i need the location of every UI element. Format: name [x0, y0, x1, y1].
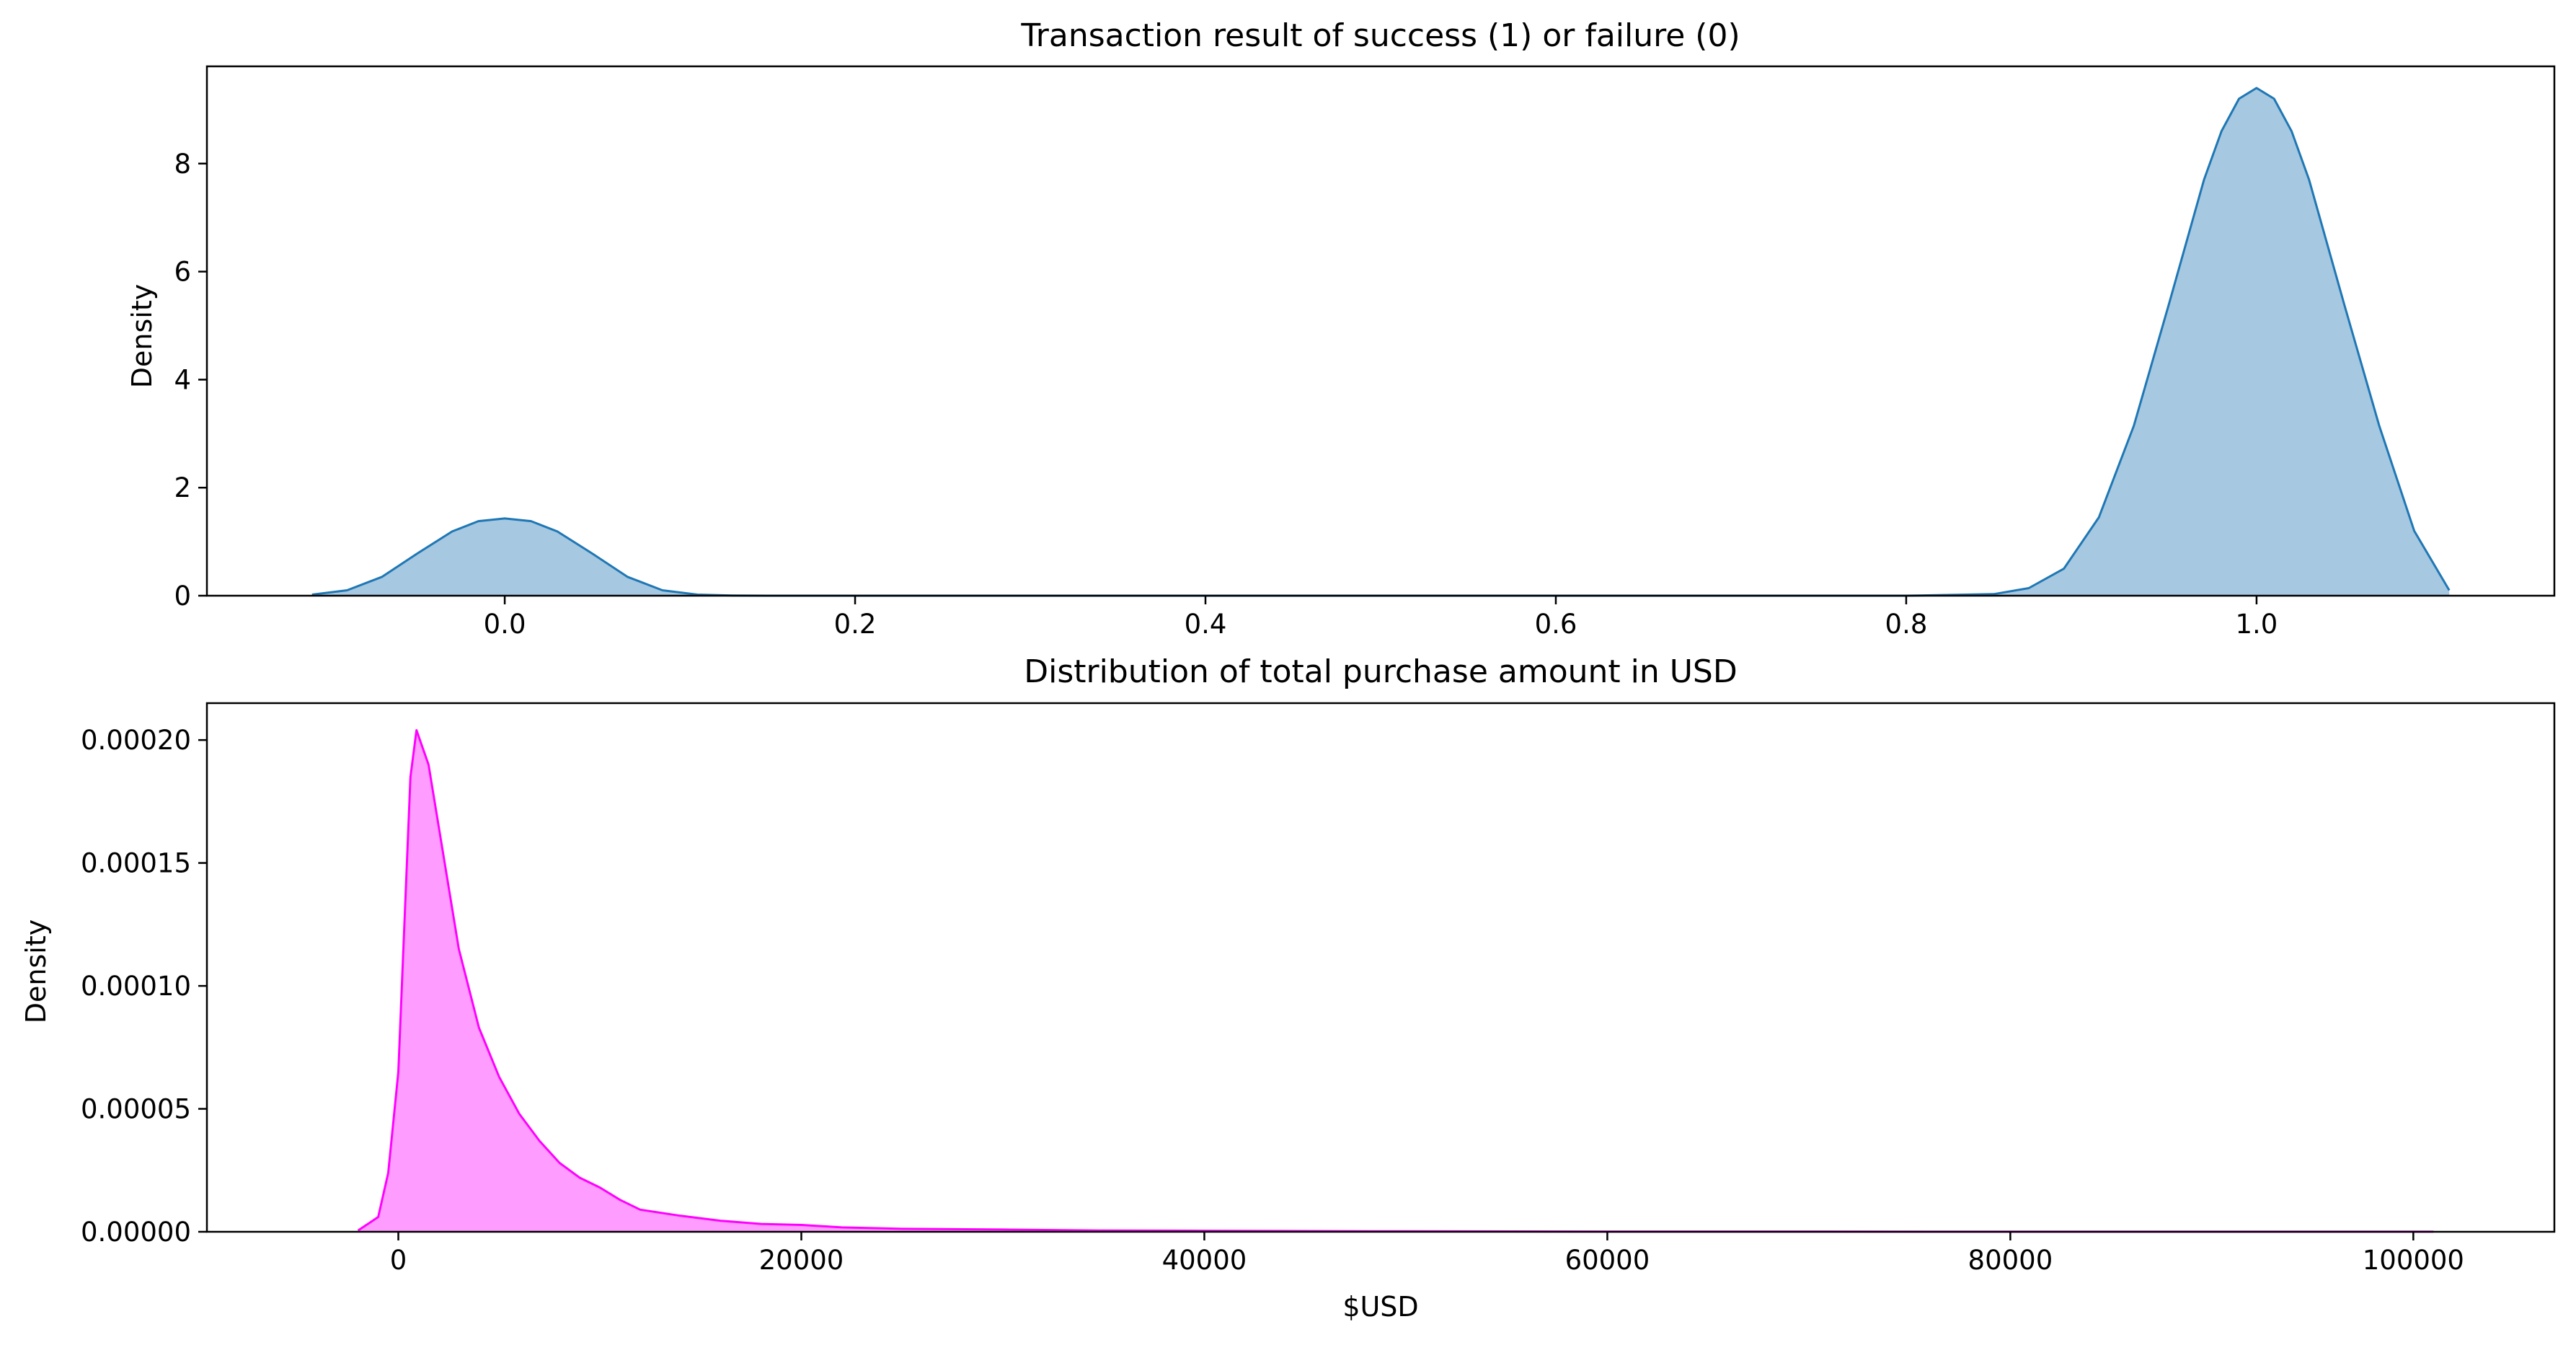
bottom-density-marks: [357, 729, 2434, 1233]
bottom-x-tick-label: 80000: [1968, 1245, 2053, 1276]
top-plot-frame: [205, 65, 2556, 597]
bottom-y-tick-label: 0.00015: [81, 848, 191, 879]
bottom-y-tick-label: 0.00020: [81, 725, 191, 756]
top-y-tick-label: 2: [174, 472, 191, 503]
top-density-marks: [311, 87, 2451, 597]
bottom-chart-title: Distribution of total purchase amount in…: [1024, 653, 1738, 690]
top-x-ticks: 0.0 0.2 0.4 0.6 0.8 1.0: [484, 596, 2278, 640]
bottom-y-tick-label: 0.00005: [81, 1094, 191, 1125]
bottom-x-axis-label: $USD: [1342, 1291, 1418, 1323]
top-x-tick-label: 0.8: [1885, 609, 1928, 640]
top-x-tick-label: 0.6: [1535, 609, 1577, 640]
top-y-tick-label: 8: [174, 149, 191, 180]
bottom-x-tick-label: 100000: [2363, 1245, 2464, 1276]
bottom-density-line-0: [357, 729, 2434, 1233]
bottom-x-tick-label: 20000: [759, 1245, 844, 1276]
top-y-tick-label: 0: [174, 581, 191, 612]
bottom-y-ticks: 0.00000 0.00005 0.00010 0.00015 0.00020: [81, 725, 207, 1248]
top-y-tick-label: 6: [174, 257, 191, 288]
top-x-tick-label: 0.4: [1185, 609, 1227, 640]
top-x-tick-label: 0.0: [484, 609, 526, 640]
bottom-y-axis-label: Density: [20, 920, 52, 1023]
bottom-y-tick-label: 0.00000: [81, 1217, 191, 1248]
top-panel: Transaction result of success (1) or fai…: [126, 17, 2556, 640]
bottom-x-tick-label: 60000: [1565, 1245, 1650, 1276]
bottom-panel: Distribution of total purchase amount in…: [20, 653, 2556, 1323]
top-y-tick-label: 4: [174, 364, 191, 395]
top-chart-title: Transaction result of success (1) or fai…: [1020, 17, 1740, 54]
bottom-x-tick-label: 0: [390, 1245, 407, 1276]
top-y-ticks: 0 2 4 6 8: [174, 149, 207, 612]
top-x-tick-label: 1.0: [2236, 609, 2278, 640]
bottom-x-ticks: 0 20000 40000 60000 80000 100000: [390, 1232, 2464, 1276]
bottom-y-tick-label: 0.00010: [81, 971, 191, 1002]
bottom-density-area-0: [358, 730, 2434, 1232]
top-x-tick-label: 0.2: [834, 609, 877, 640]
bottom-plot-frame: [205, 702, 2556, 1233]
top-y-axis-label: Density: [126, 284, 158, 388]
top-density-area-0: [311, 88, 2450, 596]
bottom-x-tick-label: 40000: [1162, 1245, 1247, 1276]
